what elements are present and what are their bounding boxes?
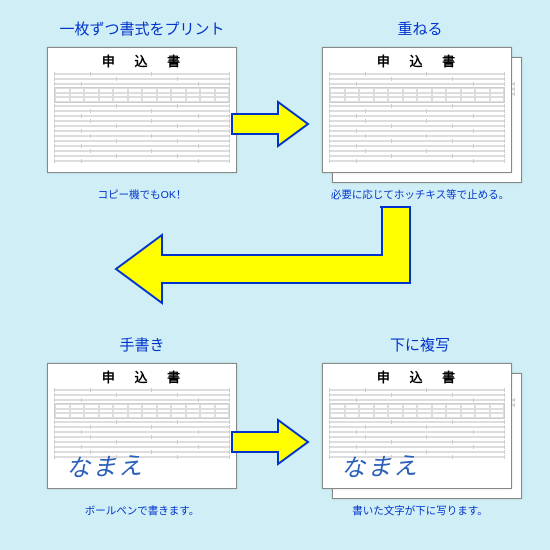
form-lines (52, 104, 232, 163)
form-heading: 申 込 書 (58, 51, 232, 70)
form-lines (52, 388, 232, 402)
form-sheet: 申 込 書 (47, 47, 237, 173)
handwriting: なまえ (340, 446, 419, 484)
form-grid (329, 403, 505, 419)
step-title: 一枚ずつ書式をプリント (22, 18, 262, 39)
form-heading: 申 込 書 (333, 367, 507, 386)
form-stack: 申 込 書 (42, 47, 242, 181)
form-lines (327, 104, 507, 163)
step-carbon-copy: 下に複写 なまえ 申 込 書 なまえ 書いた文字が下に写ります。 (300, 334, 540, 518)
arrow-right-icon (230, 418, 310, 466)
form-sheet: 申 込 書 (322, 47, 512, 173)
form-stack: 申 込 書 (320, 47, 520, 181)
step-print: 一枚ずつ書式をプリント 申 込 書 コピー機でもOK！ (22, 18, 262, 202)
form-lines (327, 388, 507, 402)
form-sheet: 申 込 書 なまえ (322, 363, 512, 489)
arrow-down-left-icon (110, 205, 420, 335)
form-heading: 申 込 書 (333, 51, 507, 70)
form-stack: なまえ 申 込 書 なまえ (320, 363, 520, 497)
form-stack: 申 込 書 なまえ (42, 363, 242, 497)
step-title: 下に複写 (300, 334, 540, 355)
step-caption: 必要に応じてホッチキス等で止める。 (300, 187, 540, 202)
form-sheet: 申 込 書 なまえ (47, 363, 237, 489)
form-heading: 申 込 書 (58, 367, 232, 386)
form-lines (327, 72, 507, 86)
form-grid (54, 403, 230, 419)
form-grid (54, 87, 230, 103)
step-handwrite: 手書き 申 込 書 なまえ ボールペンで書きます。 (22, 334, 262, 518)
step-caption: ボールペンで書きます。 (22, 503, 262, 518)
form-lines (52, 72, 232, 86)
step-stack: 重ねる 申 込 書 必要に応じてホッチキス等で止める。 (300, 18, 540, 202)
step-title: 手書き (22, 334, 262, 355)
step-title: 重ねる (300, 18, 540, 39)
handwriting: なまえ (65, 446, 144, 484)
form-grid (329, 87, 505, 103)
step-caption: コピー機でもOK！ (22, 187, 262, 202)
arrow-right-icon (230, 100, 310, 148)
step-caption: 書いた文字が下に写ります。 (300, 503, 540, 518)
